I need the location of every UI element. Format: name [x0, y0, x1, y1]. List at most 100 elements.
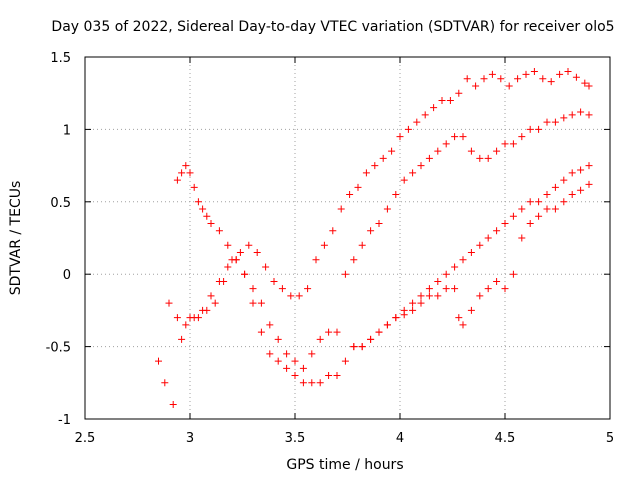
data-point — [253, 248, 261, 256]
data-point — [413, 118, 421, 126]
data-point — [333, 372, 341, 380]
data-point — [161, 379, 169, 387]
data-point — [409, 169, 417, 177]
data-point — [266, 321, 274, 329]
data-point — [186, 169, 194, 177]
y-tick-label: 1.5 — [50, 51, 71, 66]
y-tick-label: 0 — [63, 268, 71, 283]
data-point — [320, 241, 328, 249]
data-point — [295, 292, 303, 300]
data-point — [509, 140, 517, 148]
data-point — [367, 335, 375, 343]
data-point — [299, 364, 307, 372]
data-point — [585, 82, 593, 90]
data-point — [497, 75, 505, 83]
data-point — [539, 75, 547, 83]
data-point — [341, 357, 349, 365]
data-point — [350, 343, 358, 351]
data-point — [568, 169, 576, 177]
data-point — [155, 357, 162, 365]
data-point — [316, 379, 324, 387]
data-point — [337, 205, 345, 213]
data-point — [287, 292, 295, 300]
data-point — [560, 114, 568, 122]
data-point — [207, 220, 215, 228]
data-point — [182, 321, 190, 329]
data-point — [480, 75, 488, 83]
data-point — [173, 314, 181, 322]
data-point — [564, 67, 572, 75]
data-point — [358, 241, 366, 249]
data-point — [409, 299, 417, 307]
x-tick-label: 4.5 — [495, 431, 516, 446]
data-point — [577, 166, 585, 174]
data-point — [190, 314, 198, 322]
data-point — [245, 241, 253, 249]
data-point — [316, 335, 324, 343]
data-point — [325, 372, 333, 380]
data-point — [308, 350, 316, 358]
data-point — [178, 169, 186, 177]
data-point — [278, 285, 286, 293]
data-point — [232, 256, 240, 264]
data-point — [354, 183, 362, 191]
data-point — [329, 227, 337, 235]
data-point — [430, 104, 438, 112]
data-point — [568, 191, 576, 199]
data-point — [493, 227, 501, 235]
y-tick-label: 1 — [63, 123, 71, 138]
data-point — [501, 285, 509, 293]
data-point — [543, 191, 551, 199]
data-point — [459, 133, 467, 141]
data-point — [199, 205, 207, 213]
data-point — [262, 263, 270, 271]
data-point — [375, 220, 383, 228]
x-tick-label: 2.5 — [75, 431, 96, 446]
data-point — [526, 125, 534, 133]
data-point — [501, 220, 509, 228]
data-point — [203, 212, 211, 220]
data-point — [383, 205, 391, 213]
data-point — [442, 285, 450, 293]
data-point — [304, 285, 312, 293]
data-point — [291, 357, 299, 365]
data-point — [392, 314, 400, 322]
data-point — [476, 241, 484, 249]
data-point — [312, 256, 320, 264]
data-point — [509, 212, 517, 220]
grid-lines — [85, 57, 610, 419]
y-tick-label: -1 — [58, 413, 71, 428]
data-point — [249, 299, 257, 307]
data-point — [165, 299, 173, 307]
data-point — [400, 311, 408, 319]
data-marks — [155, 67, 593, 409]
data-point — [266, 350, 274, 358]
data-point — [526, 220, 534, 228]
series-track-a — [155, 67, 593, 409]
data-point — [585, 162, 593, 170]
data-point — [190, 183, 198, 191]
data-point — [362, 169, 370, 177]
data-point — [551, 118, 559, 126]
data-point — [484, 234, 492, 242]
data-point — [270, 277, 278, 285]
data-point — [581, 79, 589, 87]
data-point — [371, 162, 379, 170]
data-point — [417, 162, 425, 170]
chart-title: Day 035 of 2022, Sidereal Day-to-day VTE… — [51, 19, 614, 35]
y-tick-label: -0.5 — [46, 341, 71, 356]
data-point — [274, 335, 282, 343]
data-point — [551, 205, 559, 213]
data-point — [585, 180, 593, 188]
data-point — [249, 285, 257, 293]
data-point — [535, 198, 543, 206]
data-point — [501, 140, 509, 148]
data-point — [509, 270, 517, 278]
data-point — [299, 379, 307, 387]
data-point — [493, 147, 501, 155]
data-point — [207, 292, 215, 300]
data-point — [434, 147, 442, 155]
data-point — [434, 292, 442, 300]
data-point — [451, 263, 459, 271]
